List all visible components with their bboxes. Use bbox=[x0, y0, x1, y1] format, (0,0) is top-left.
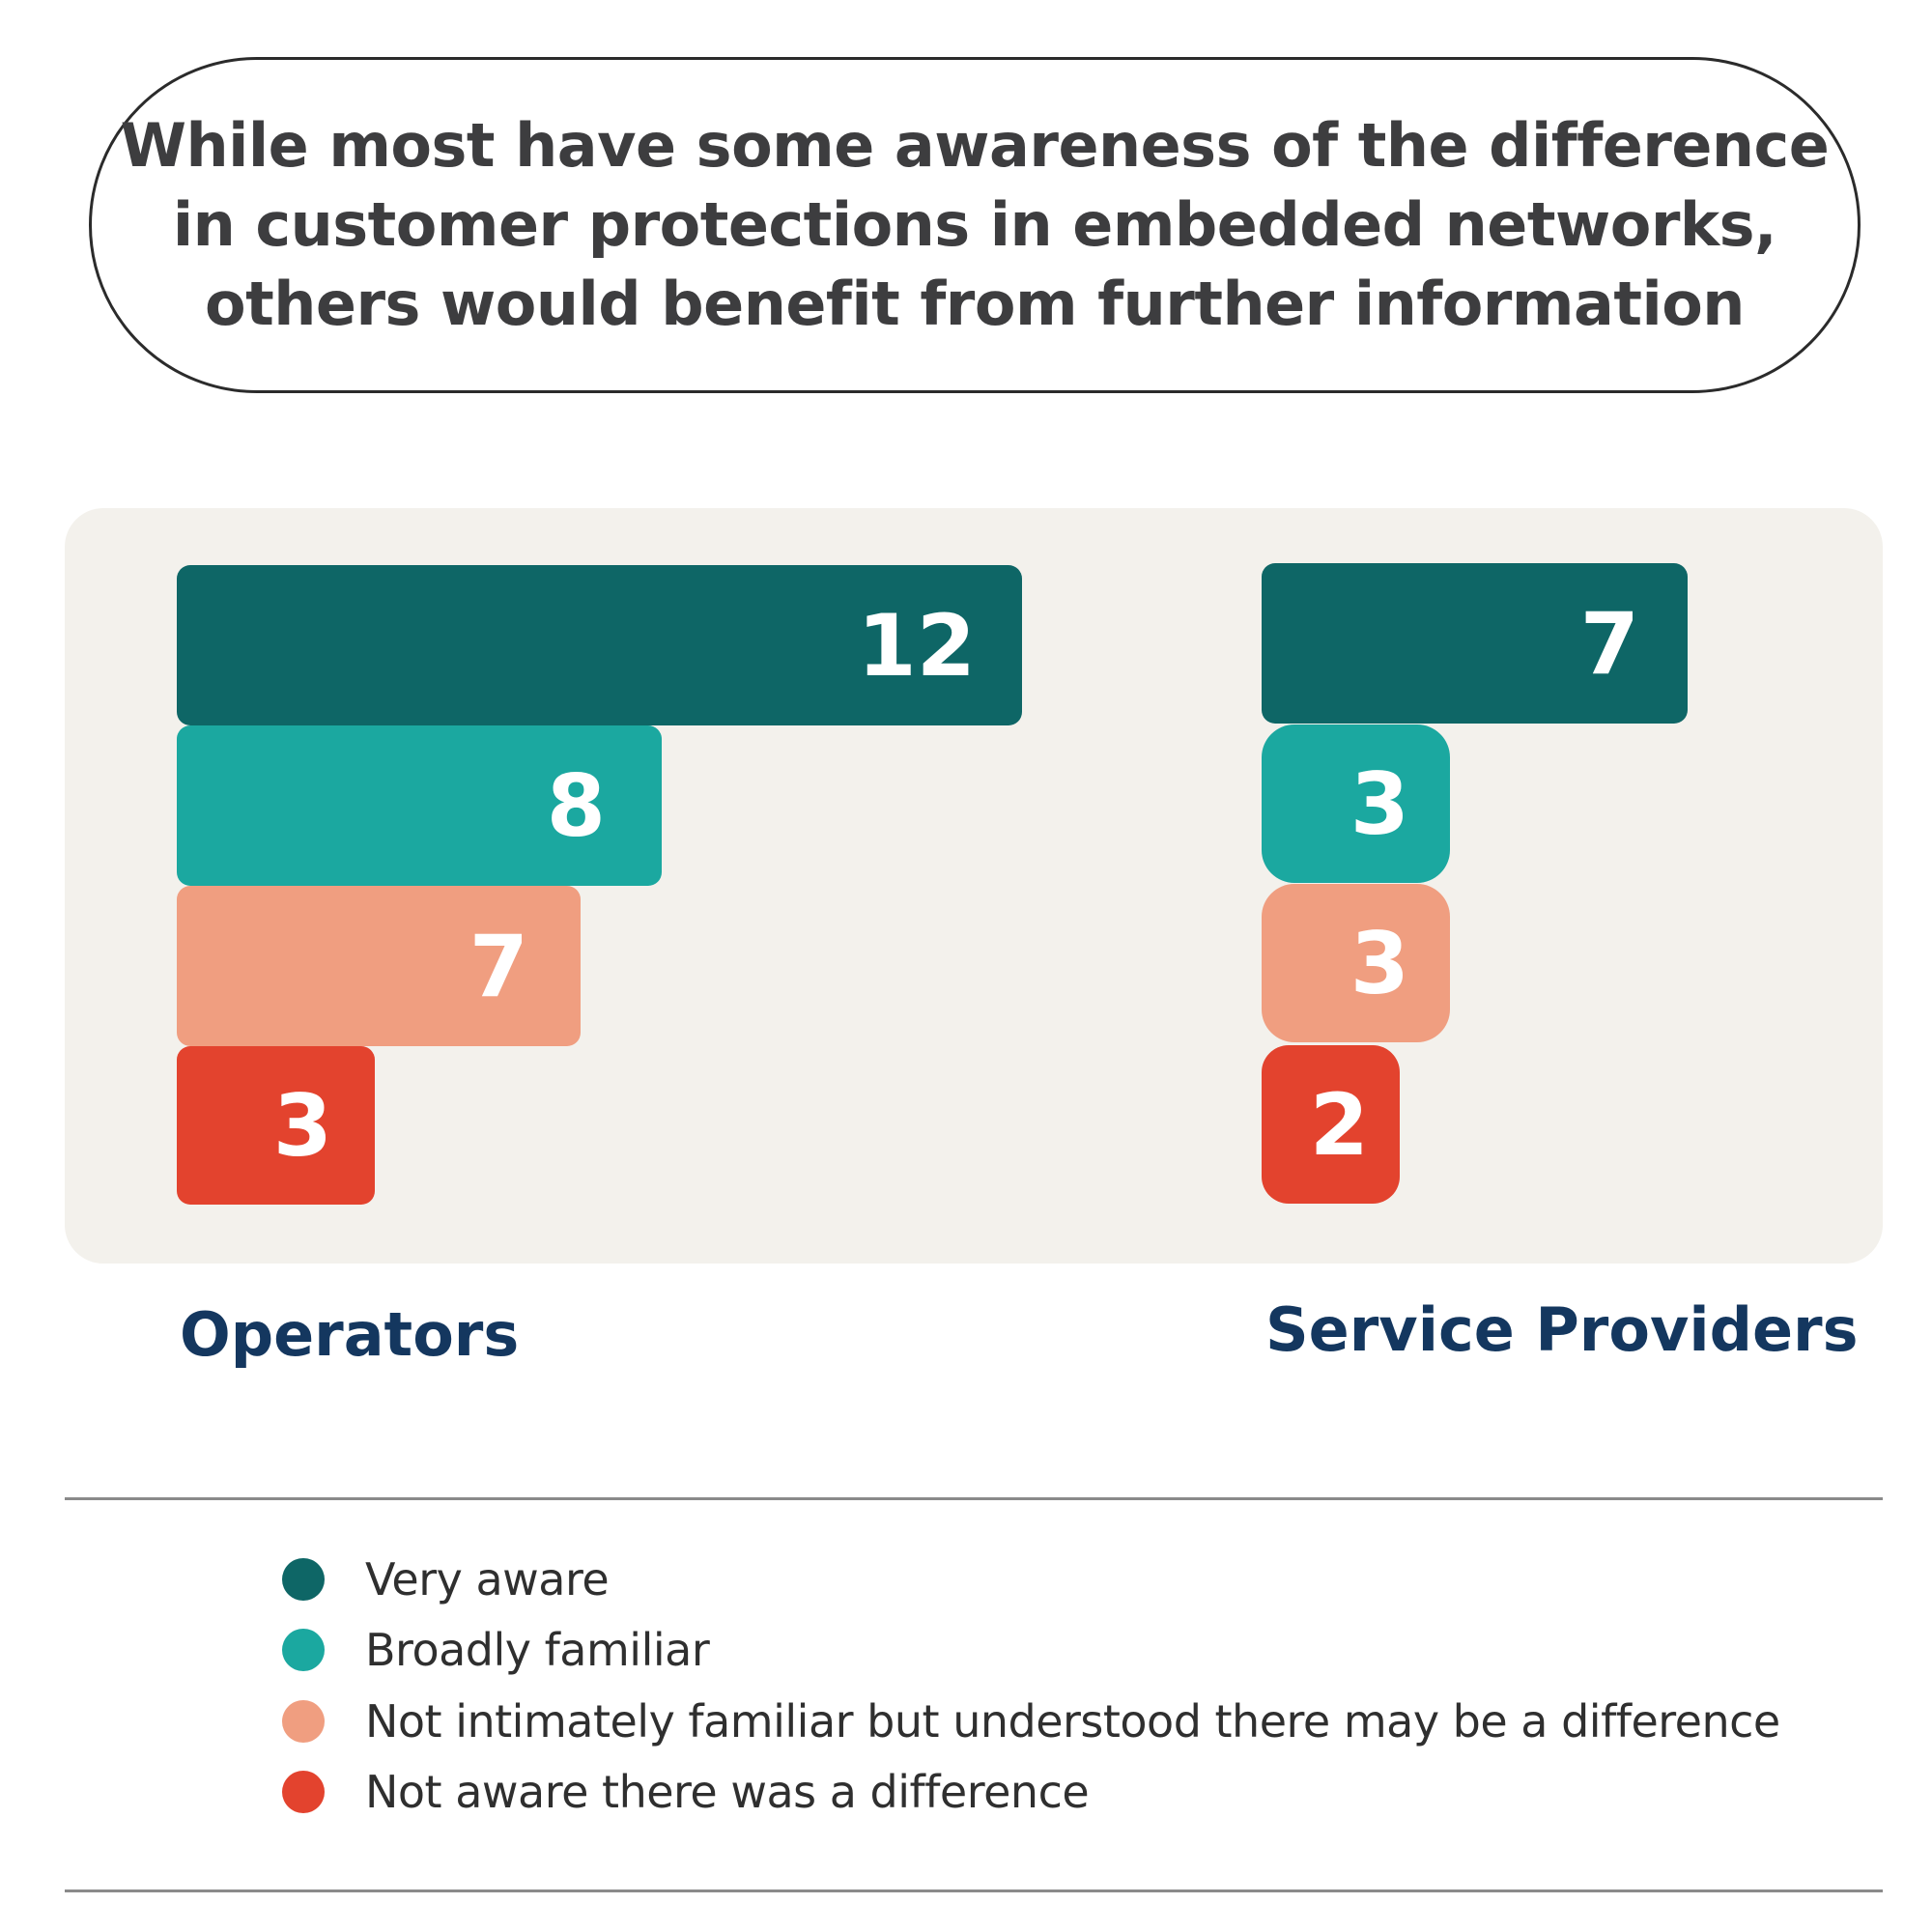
bar-operators-very-aware: 12 bbox=[177, 565, 1022, 725]
legend-dot-icon bbox=[282, 1629, 325, 1671]
group-label-operators: Operators bbox=[180, 1299, 520, 1370]
bar-value: 2 bbox=[1309, 1074, 1369, 1175]
bar-service-providers-not-aware: 2 bbox=[1262, 1045, 1400, 1204]
bar-value: 7 bbox=[1579, 593, 1639, 694]
bar-service-providers-not-intimately-familiar: 3 bbox=[1262, 884, 1450, 1042]
legend-item-broadly-familiar: Broadly familiar bbox=[282, 1624, 710, 1676]
legend-label: Very aware bbox=[365, 1553, 610, 1605]
legend-label: Not aware there was a difference bbox=[365, 1766, 1090, 1818]
bar-value: 3 bbox=[272, 1075, 332, 1176]
title-banner: While most have some awareness of the di… bbox=[89, 57, 1861, 393]
bar-operators-broadly-familiar: 8 bbox=[177, 725, 662, 886]
legend-item-not-aware: Not aware there was a difference bbox=[282, 1766, 1090, 1818]
group-label-service-providers: Service Providers bbox=[1265, 1294, 1859, 1365]
divider-top bbox=[65, 1497, 1883, 1500]
legend-dot-icon bbox=[282, 1558, 325, 1601]
legend-item-very-aware: Very aware bbox=[282, 1553, 610, 1605]
legend-label: Not intimately familiar but understood t… bbox=[365, 1695, 1780, 1747]
legend-dot-icon bbox=[282, 1700, 325, 1743]
bar-value: 7 bbox=[469, 916, 528, 1016]
bar-value: 12 bbox=[857, 595, 976, 696]
bar-value: 3 bbox=[1350, 753, 1409, 854]
bar-service-providers-very-aware: 7 bbox=[1262, 563, 1688, 724]
legend-label: Broadly familiar bbox=[365, 1624, 710, 1676]
bar-value: 3 bbox=[1350, 913, 1409, 1013]
divider-bottom bbox=[65, 1889, 1883, 1892]
bar-operators-not-intimately-familiar: 7 bbox=[177, 886, 581, 1046]
legend-item-not-intimately-familiar: Not intimately familiar but understood t… bbox=[282, 1695, 1780, 1747]
bar-value: 8 bbox=[546, 755, 606, 856]
bar-operators-not-aware: 3 bbox=[177, 1046, 375, 1205]
legend-dot-icon bbox=[282, 1771, 325, 1813]
chart-title: While most have some awareness of the di… bbox=[120, 110, 1830, 339]
bar-service-providers-broadly-familiar: 3 bbox=[1262, 724, 1450, 883]
